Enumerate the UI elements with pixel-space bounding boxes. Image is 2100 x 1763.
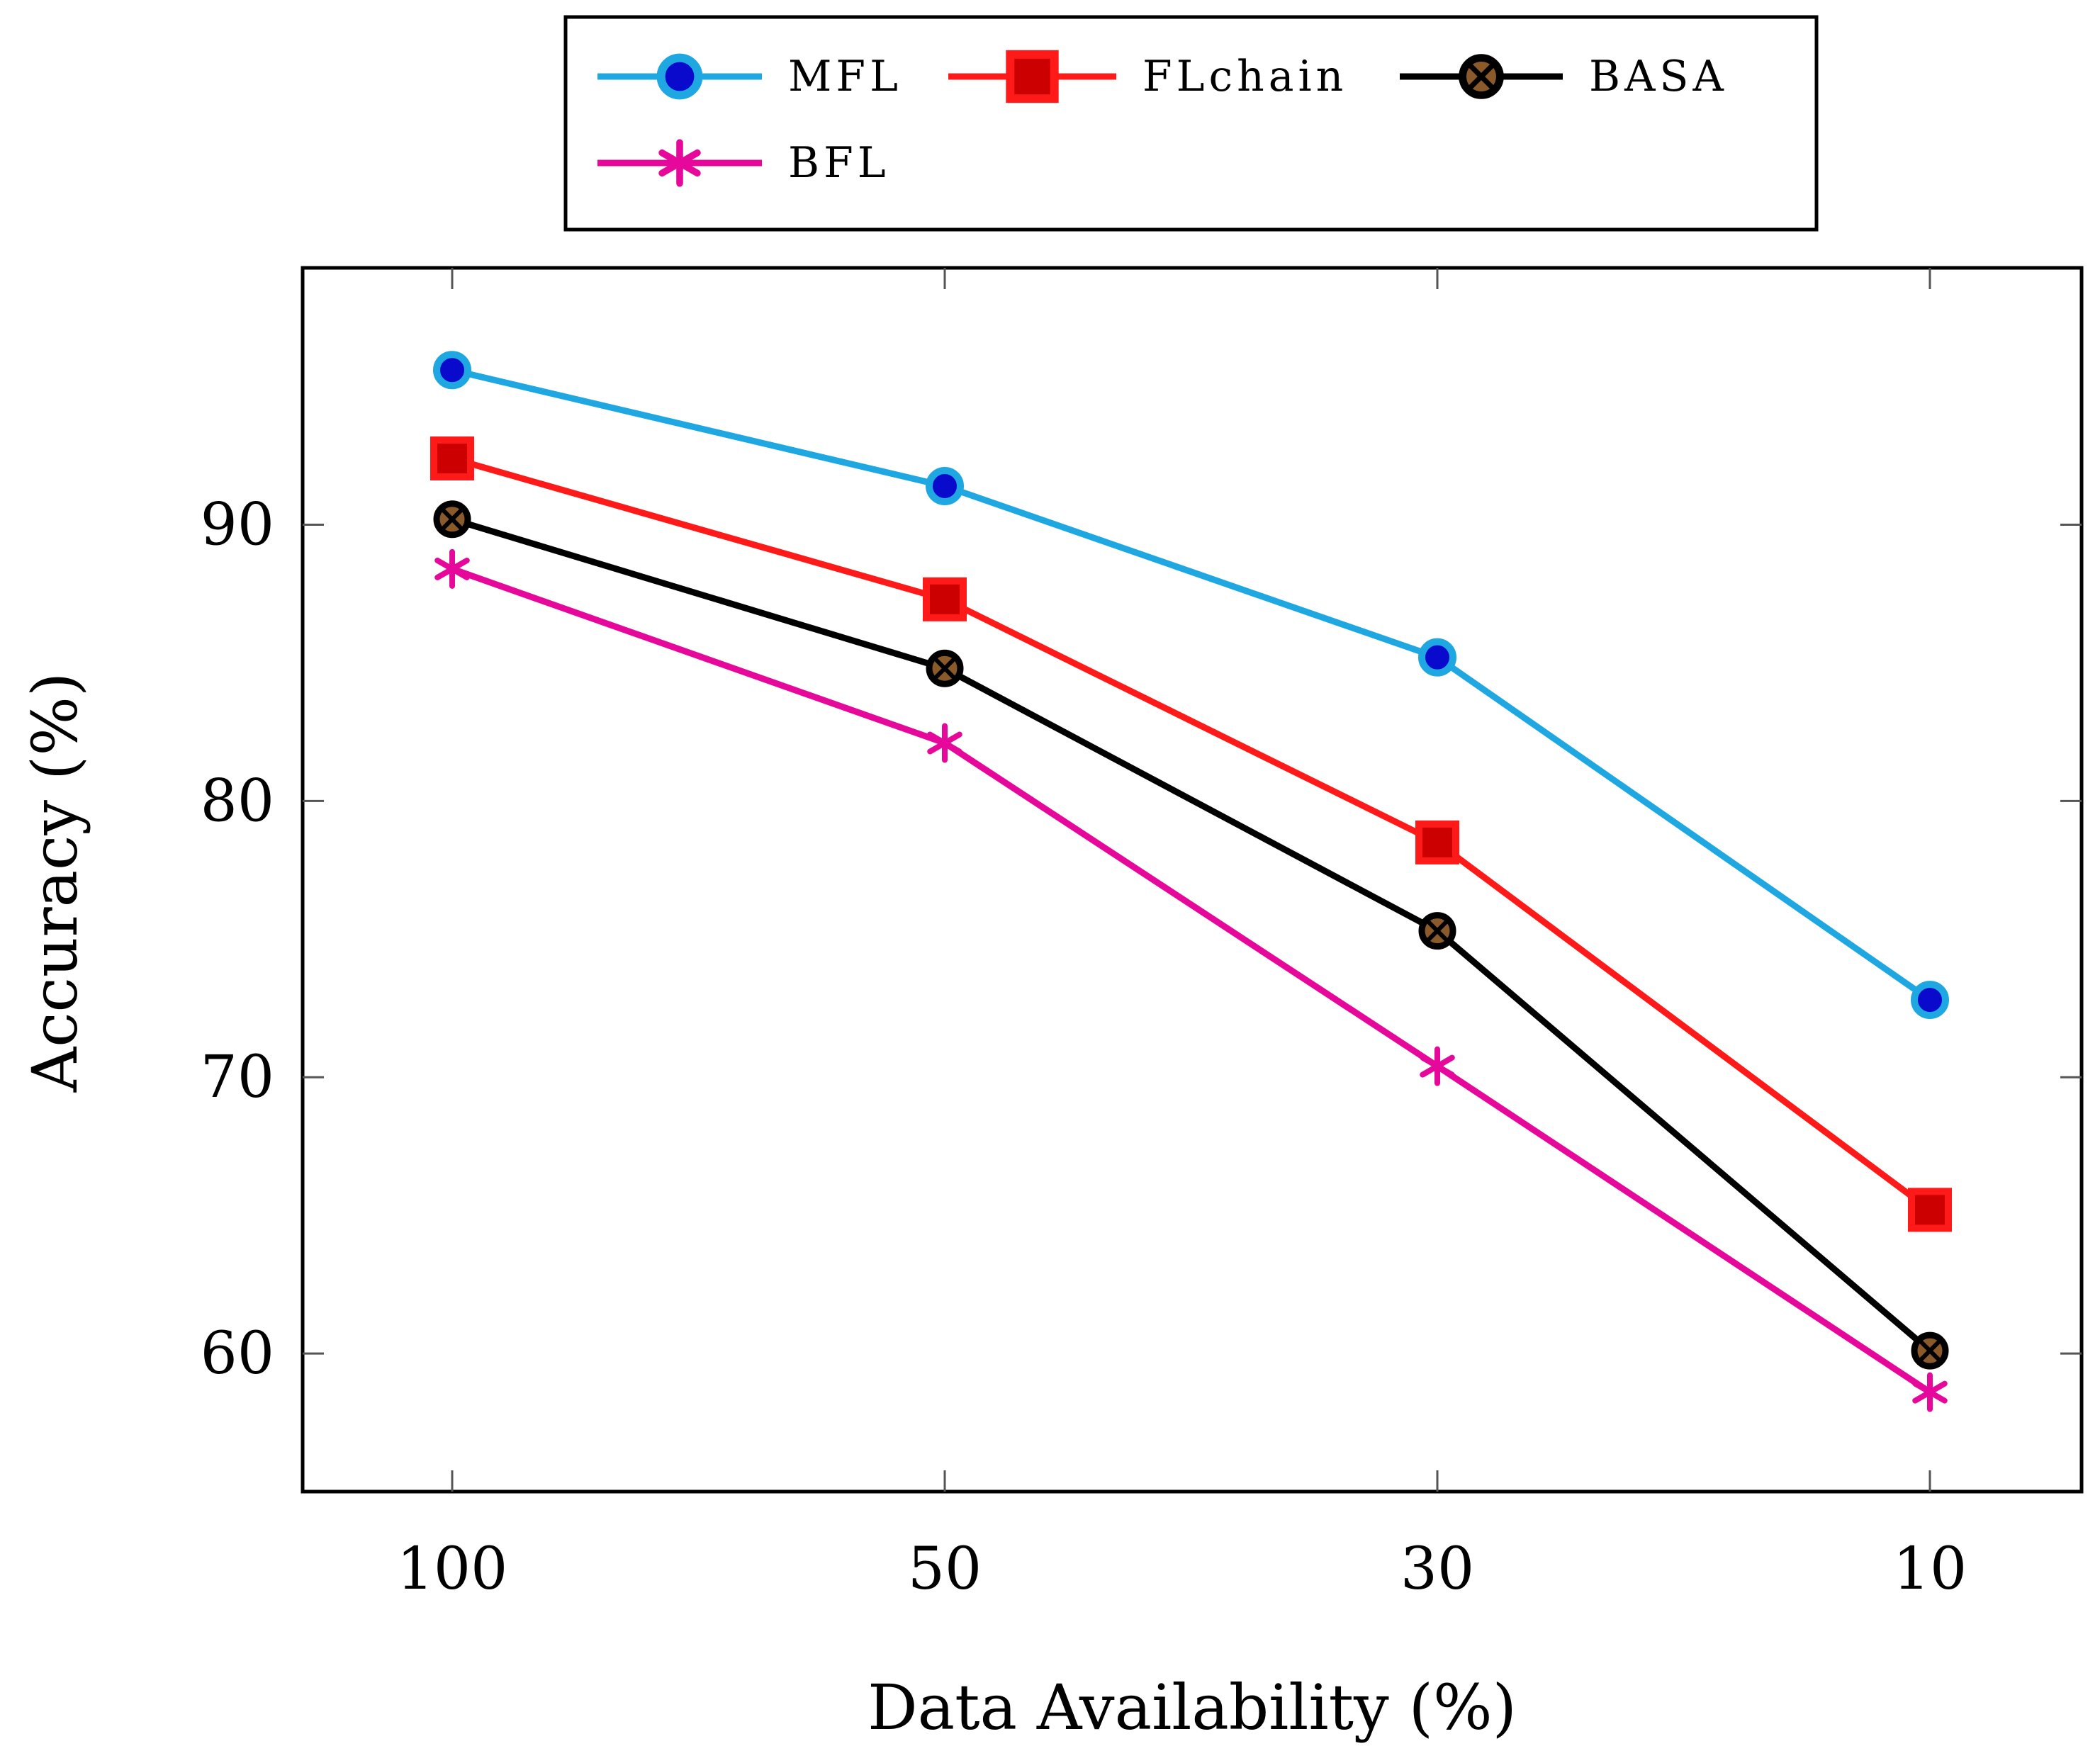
- plot-area: [301, 266, 2084, 1494]
- x-tick-label: 50: [908, 1536, 982, 1603]
- x-tick-label: 10: [1893, 1536, 1967, 1603]
- data-point-basa: [1418, 912, 1456, 950]
- series-lines: [451, 366, 1932, 1395]
- legend-marker: [656, 53, 703, 100]
- data-point-mfl: [926, 466, 964, 505]
- series-line-mfl: [451, 366, 1932, 1003]
- y-tick-label: 70: [201, 1044, 274, 1111]
- legend-item-mfl: MFL: [597, 52, 902, 101]
- legend-label: FLchain: [1142, 52, 1347, 101]
- data-point-bfl: [927, 723, 962, 763]
- data-point-flchain: [1415, 820, 1459, 864]
- series-line-flchain: [451, 455, 1932, 1212]
- x-tick-label: 30: [1400, 1536, 1474, 1603]
- data-point-flchain: [430, 436, 474, 480]
- series-line-bfl: [451, 565, 1932, 1395]
- legend: MFL FLchain BASA BFL: [597, 50, 1728, 188]
- legend-box: [563, 15, 1819, 232]
- x-axis-label: Data Availability (%): [867, 1671, 1517, 1744]
- legend-label: MFL: [788, 52, 902, 101]
- data-point-basa: [433, 500, 471, 539]
- legend-marker: [1459, 54, 1504, 99]
- data-point-mfl: [433, 351, 471, 390]
- data-point-mfl: [1418, 638, 1456, 677]
- data-point-flchain: [923, 577, 967, 621]
- legend-item-basa: BASA: [1400, 52, 1728, 101]
- data-point-basa: [926, 649, 964, 687]
- data-point-mfl: [1911, 981, 1949, 1020]
- y-tick-label: 90: [201, 492, 274, 559]
- data-point-bfl: [1912, 1372, 1948, 1412]
- axis-ticks: 60 70 80 90 100 50 30 10: [201, 268, 2082, 1603]
- series-markers: [430, 351, 1952, 1412]
- legend-item-flchain: FLchain: [948, 50, 1347, 103]
- y-tick-label: 60: [201, 1320, 274, 1387]
- data-point-bfl: [434, 548, 470, 589]
- legend-label: BFL: [788, 138, 890, 188]
- data-point-bfl: [1420, 1046, 1455, 1086]
- legend-item-bfl: BFL: [597, 138, 890, 188]
- legend-marker: [1006, 50, 1059, 103]
- legend-marker: [658, 139, 701, 187]
- series-line-basa: [451, 516, 1932, 1353]
- data-point-flchain: [1908, 1188, 1952, 1232]
- legend-label: BASA: [1589, 52, 1728, 101]
- y-tick-label: 80: [201, 767, 274, 835]
- x-tick-label: 100: [397, 1536, 508, 1603]
- data-point-basa: [1911, 1331, 1949, 1370]
- y-axis-label: Accuracy (%): [18, 672, 91, 1093]
